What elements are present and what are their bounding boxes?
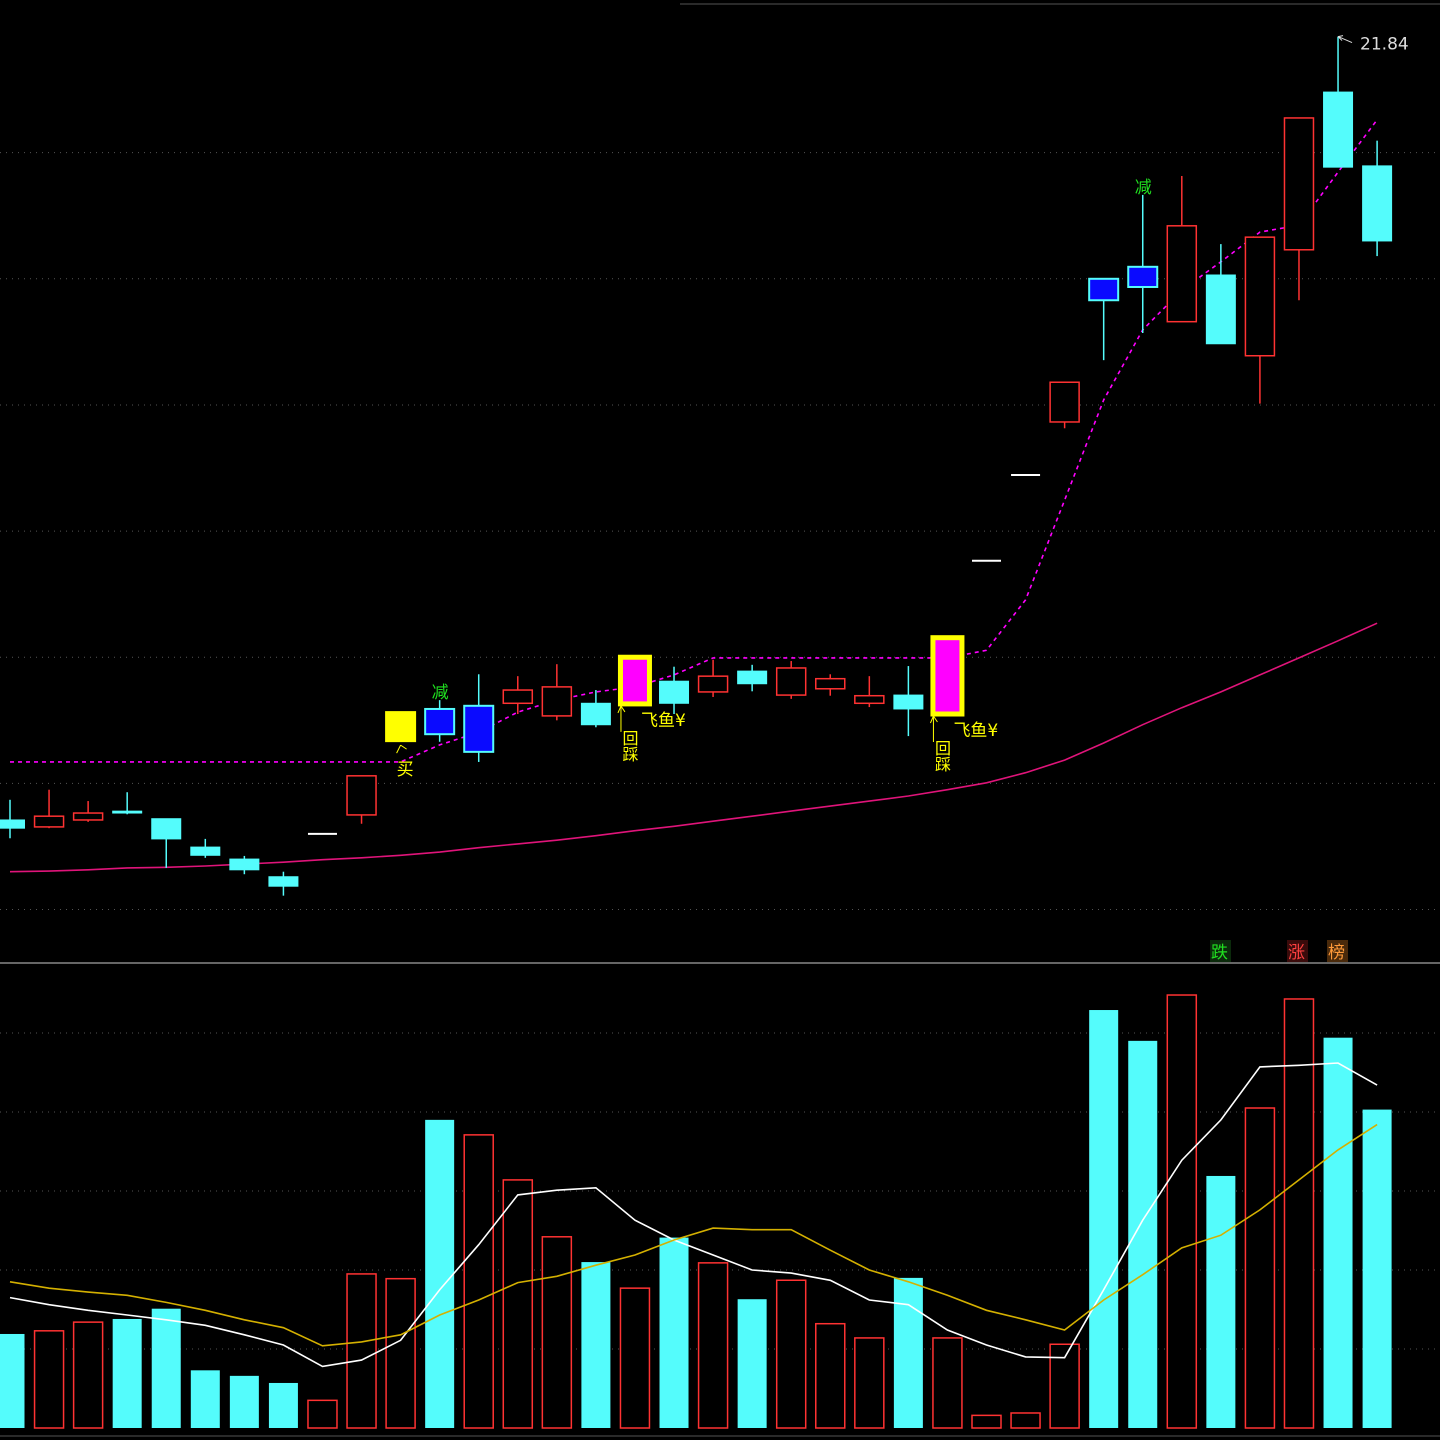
moving-average-line <box>9 1123 1378 1347</box>
candle-body <box>1205 274 1236 345</box>
tab-background[interactable] <box>1210 940 1231 962</box>
candle-body <box>385 711 417 743</box>
candle-body <box>1166 225 1198 323</box>
volume-bar <box>971 1414 1002 1429</box>
volume-bar <box>659 1237 689 1428</box>
pullback-arrow <box>929 715 938 743</box>
volume-bar <box>72 1321 104 1429</box>
volume-bar <box>151 1308 181 1428</box>
candle-body <box>697 675 729 693</box>
volume-bar <box>581 1262 611 1428</box>
volume-bar <box>737 1299 767 1428</box>
candle-body <box>893 694 924 710</box>
volume-bar <box>619 1287 651 1429</box>
moving-average-line <box>9 1062 1378 1368</box>
pullback-arrow <box>617 705 626 732</box>
candle-body <box>815 677 846 690</box>
volume-bar <box>190 1370 220 1428</box>
candle-body <box>1323 91 1354 168</box>
volume-bar <box>229 1375 259 1428</box>
candle-body <box>112 810 143 814</box>
volume-bar <box>1283 998 1315 1429</box>
moving-average-line <box>10 119 1378 763</box>
volume-bar <box>268 1382 298 1428</box>
tab[interactable]: 榜 <box>1328 943 1345 963</box>
candle-body <box>229 858 260 871</box>
sell-signal: 减 <box>432 683 449 703</box>
candle-body <box>190 846 221 856</box>
candle-body <box>1127 265 1159 288</box>
volume-bar <box>1166 994 1198 1429</box>
candle-body <box>854 694 885 705</box>
candle-body <box>1244 236 1276 357</box>
candle-body <box>1283 117 1315 251</box>
tab[interactable]: 跌 <box>1211 943 1228 963</box>
candle-body <box>1088 277 1120 302</box>
volume-bar <box>307 1399 338 1429</box>
candle-body <box>502 689 534 705</box>
candle-body <box>33 815 65 828</box>
candle-body <box>659 680 690 704</box>
volume-bar <box>893 1277 923 1428</box>
volume-bar <box>502 1179 534 1429</box>
pullback-signal: 回踩 <box>619 730 638 762</box>
high-label: 21.84 <box>1360 35 1409 55</box>
volume-bar <box>425 1119 455 1428</box>
volume-bar <box>854 1337 885 1429</box>
candle-body <box>775 667 807 696</box>
volume-bar <box>541 1236 573 1429</box>
tab-background[interactable] <box>1287 940 1308 962</box>
flyfish-signal: 飞鱼¥ <box>953 721 998 741</box>
candle-body <box>463 704 495 753</box>
volume-bar <box>1244 1107 1276 1429</box>
volume-bar <box>1128 1040 1158 1428</box>
pullback-signal: 回踩 <box>932 740 951 772</box>
volume-bar <box>0 1333 25 1428</box>
volume-bar <box>815 1322 846 1429</box>
candle-body <box>1362 165 1393 242</box>
buy-signal: 买 <box>397 760 414 780</box>
volume-bar <box>1010 1412 1041 1429</box>
volume-bar <box>33 1330 65 1429</box>
volume-bar <box>385 1277 416 1429</box>
volume-bar <box>1206 1175 1236 1428</box>
volume-bar <box>112 1318 142 1428</box>
candle-body <box>0 819 25 829</box>
candle-body <box>930 635 965 717</box>
volume-bar <box>932 1337 963 1429</box>
volume-bar <box>463 1134 494 1429</box>
candle-body <box>617 654 652 707</box>
candle-body <box>268 876 299 887</box>
volume-bar <box>697 1262 729 1429</box>
volume-bar <box>775 1279 807 1429</box>
sell-signal: 减 <box>1135 178 1152 198</box>
candle-body <box>424 707 456 736</box>
volume-bar <box>346 1273 377 1429</box>
candle-body <box>72 812 104 821</box>
candle-body <box>346 775 377 816</box>
candle-body <box>580 702 611 726</box>
candle-body <box>541 686 573 717</box>
volume-bar <box>1089 1010 1119 1428</box>
candle-body <box>737 670 768 685</box>
tab-background[interactable] <box>1327 940 1348 962</box>
high-marker <box>1337 35 1353 44</box>
volume-bar <box>1362 1109 1392 1428</box>
volume-bar <box>1323 1037 1353 1428</box>
candle-body <box>151 818 182 840</box>
tab[interactable]: 涨 <box>1288 943 1305 963</box>
flyfish-signal: 飞鱼¥ <box>641 711 686 731</box>
candle-body <box>1049 381 1080 423</box>
